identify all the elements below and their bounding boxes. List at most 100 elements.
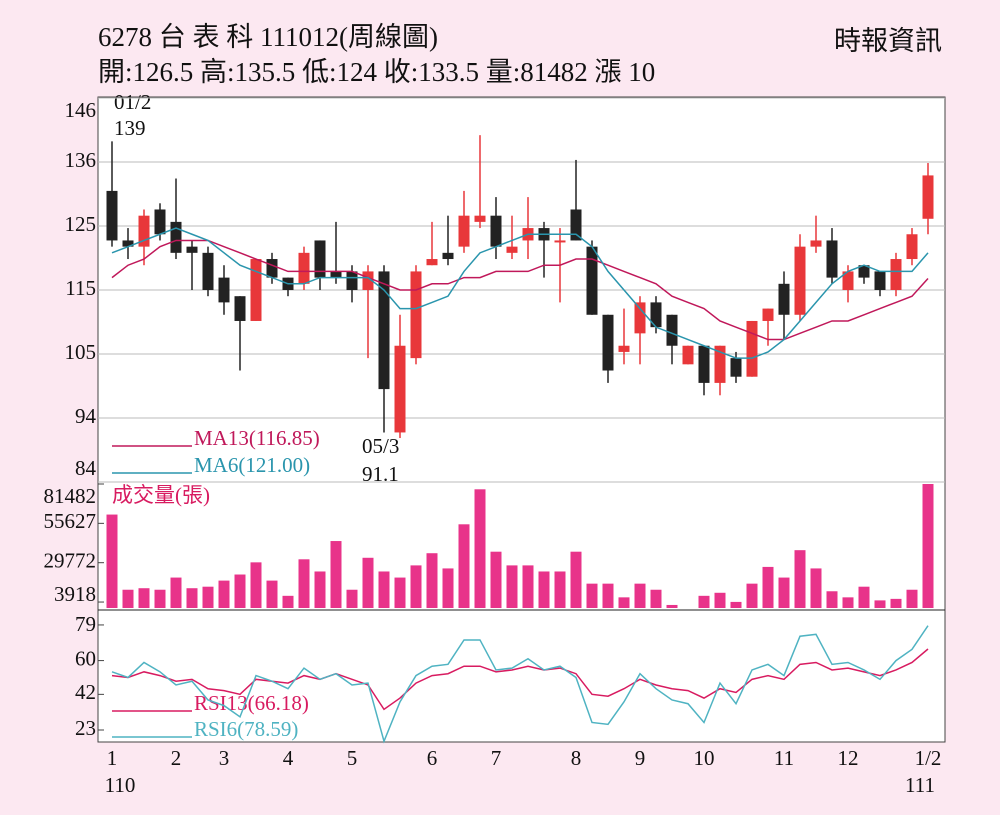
candle-body	[842, 271, 854, 290]
plot-area	[97, 96, 946, 743]
y-tick-label: 29772	[44, 549, 97, 573]
candle-body	[394, 345, 406, 433]
x-tick-label: 3	[219, 746, 230, 770]
volume-bar	[218, 580, 230, 608]
volume-bar	[826, 591, 838, 608]
candle-body	[202, 252, 214, 290]
candle-body	[682, 345, 694, 365]
candle-body	[714, 345, 726, 383]
annotation: 139	[114, 116, 146, 140]
volume-bar	[346, 589, 358, 608]
volume-bar	[378, 571, 390, 608]
volume-bar	[266, 580, 278, 608]
volume-bar	[586, 583, 598, 608]
volume-bar	[618, 597, 630, 608]
candle-body	[154, 209, 166, 235]
candle-body	[442, 252, 454, 260]
x-tick-label: 7	[491, 746, 502, 770]
candle-body	[218, 277, 230, 303]
x-tick-label: 1	[107, 746, 118, 770]
candle-body	[314, 240, 326, 278]
volume-bar	[666, 604, 678, 608]
volume-bar	[106, 514, 118, 608]
candle-body	[810, 240, 822, 247]
volume-bar	[202, 586, 214, 608]
volume-bar	[362, 557, 374, 608]
x-tick-label: 4	[283, 746, 294, 770]
candle-body	[378, 271, 390, 390]
candle-body	[490, 215, 502, 247]
candle-body	[346, 271, 358, 290]
candle-body	[762, 308, 774, 321]
volume-bar	[234, 574, 246, 608]
volume-bar	[490, 551, 502, 608]
x-tick-label: 1/2	[915, 746, 942, 770]
candle-body	[794, 246, 806, 315]
candle-body	[426, 259, 438, 266]
legend-label: RSI13(66.18)	[194, 691, 309, 715]
candle-body	[666, 314, 678, 346]
annotation: 05/3	[362, 434, 399, 458]
volume-bar	[554, 571, 566, 608]
volume-bar	[778, 577, 790, 608]
y-tick-label: 136	[65, 148, 97, 172]
x-tick-label: 11	[774, 746, 794, 770]
volume-bar	[458, 524, 470, 608]
candle-body	[410, 271, 422, 359]
volume-bar	[570, 551, 582, 608]
legend-label: RSI6(78.59)	[194, 717, 298, 741]
candle-body	[618, 345, 630, 352]
rsi-line	[111, 625, 929, 744]
candle-body	[922, 175, 934, 219]
volume-bar	[922, 484, 934, 608]
volume-bar	[474, 489, 486, 608]
y-tick-label: 79	[75, 612, 96, 636]
volume-bar	[890, 598, 902, 608]
volume-bar	[634, 583, 646, 608]
candle-body	[874, 271, 886, 290]
volume-bar	[154, 589, 166, 608]
volume-bar	[730, 601, 742, 608]
rsi-line	[111, 648, 929, 711]
annotation: 01/2	[114, 90, 151, 114]
volume-bar	[538, 571, 550, 608]
volume-bar	[858, 586, 870, 608]
ma-line	[111, 227, 929, 359]
volume-bar	[794, 550, 806, 608]
volume-bar	[250, 562, 262, 608]
candle-body	[906, 234, 918, 260]
candle-body	[106, 190, 118, 241]
y-tick-label: 3918	[54, 582, 96, 606]
ma-line	[111, 239, 929, 341]
volume-bar	[714, 592, 726, 608]
volume-bar	[314, 571, 326, 608]
x-tick-label: 12	[838, 746, 859, 770]
candle-body	[730, 358, 742, 377]
volume-bar	[842, 597, 854, 608]
candle-body	[138, 215, 150, 247]
volume-bar	[698, 595, 710, 608]
candle-body	[458, 215, 470, 247]
candle-body	[570, 209, 582, 241]
volume-bar	[602, 583, 614, 608]
y-tick-label: 146	[65, 98, 97, 122]
x-tick-label: 2	[171, 746, 182, 770]
candle-body	[362, 271, 374, 290]
volume-bar	[186, 588, 198, 608]
y-tick-label: 84	[75, 456, 97, 480]
y-tick-label: 60	[75, 646, 96, 670]
volume-bar	[330, 541, 342, 608]
candle-body	[554, 240, 566, 243]
y-tick-label: 94	[75, 404, 97, 428]
candle-body	[234, 296, 246, 321]
candle-body	[890, 259, 902, 290]
y-tick-label: 55627	[44, 509, 97, 533]
volume-bar	[874, 600, 886, 608]
y-tick-label: 81482	[44, 484, 97, 508]
title: 6278 台 表 科 111012(周線圖)	[98, 22, 438, 52]
volume-bar	[122, 589, 134, 608]
volume-bar	[506, 565, 518, 608]
volume-bar	[410, 565, 422, 608]
candle-body	[330, 271, 342, 278]
